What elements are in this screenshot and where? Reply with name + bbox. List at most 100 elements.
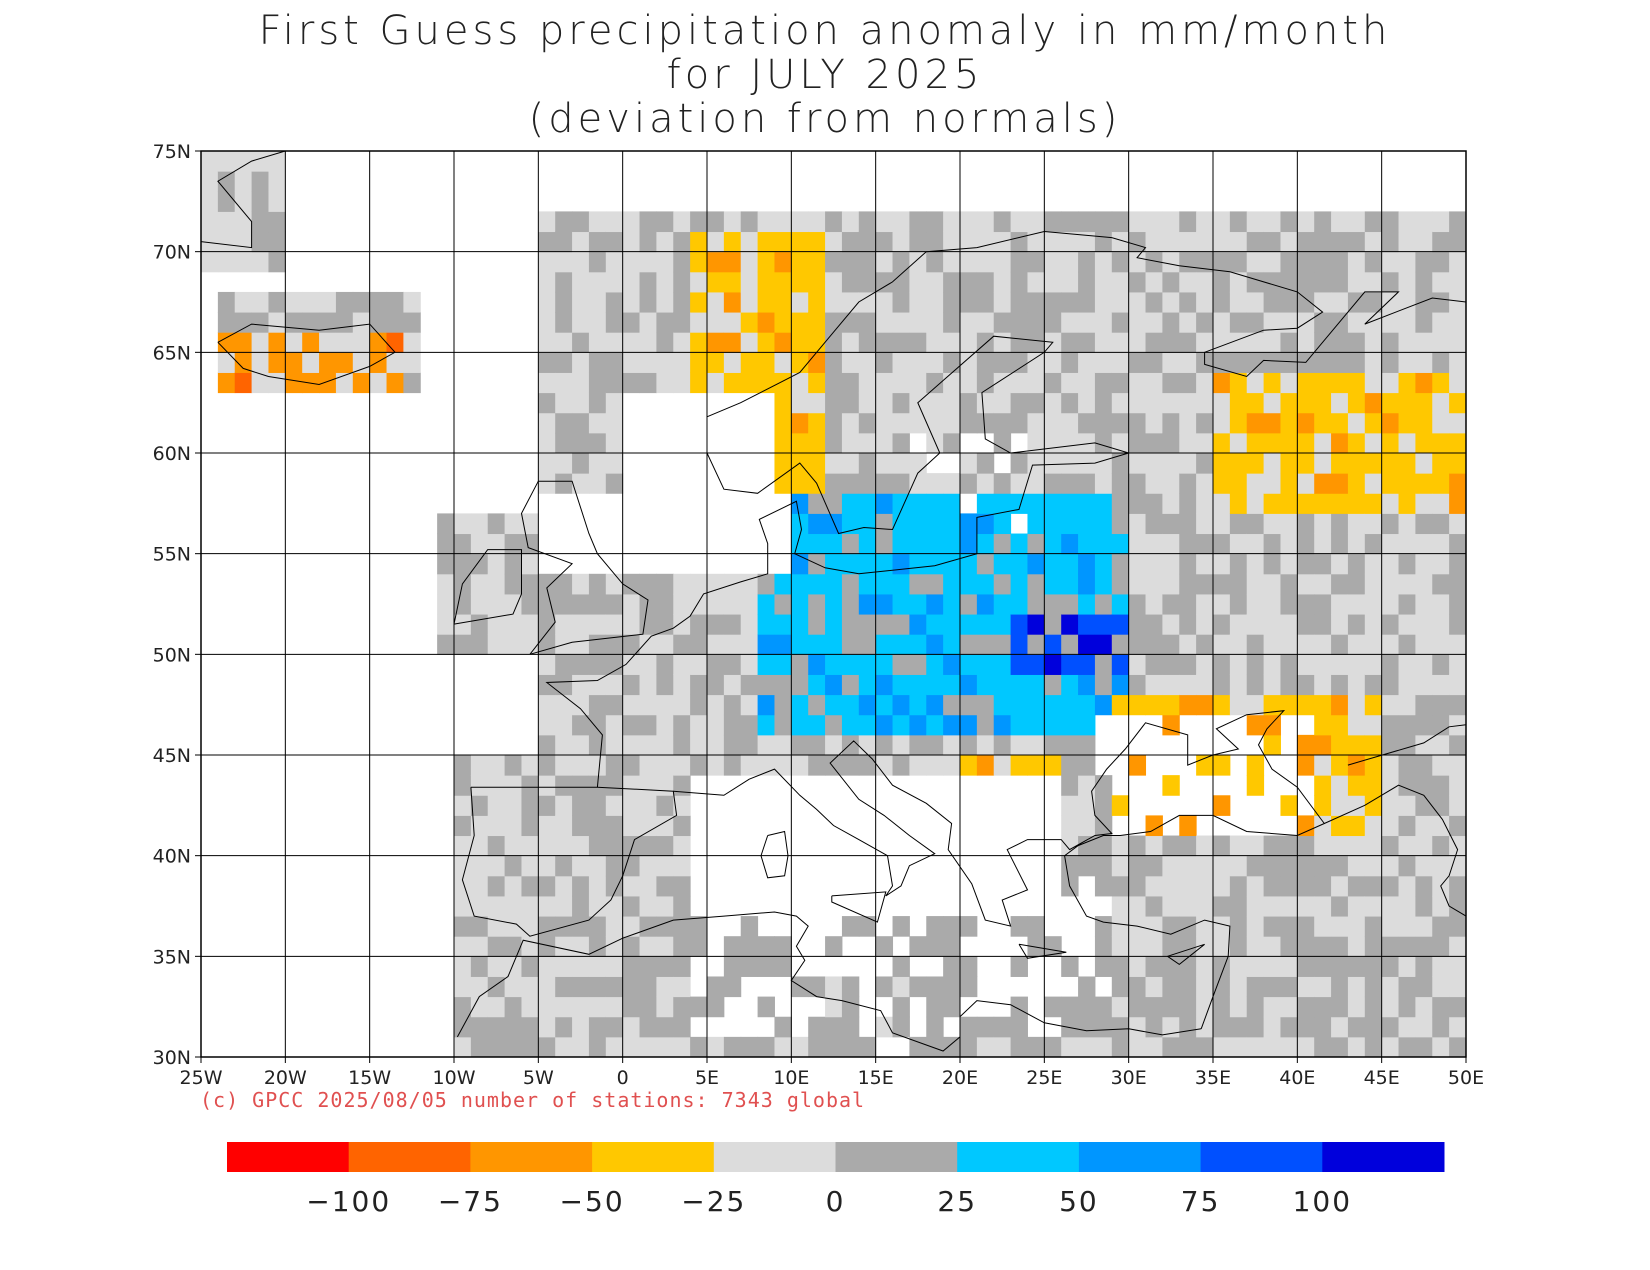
anomaly-cell [1044, 553, 1062, 575]
anomaly-cell [622, 291, 641, 313]
anomaly-cell [690, 654, 708, 675]
anomaly-cell [1128, 593, 1147, 615]
anomaly-cell [538, 714, 556, 736]
anomaly-cell [639, 875, 657, 897]
anomaly-cell [926, 372, 944, 394]
anomaly-cell [1111, 372, 1130, 394]
anomaly-cell [960, 332, 978, 353]
anomaly-cell [723, 976, 742, 998]
anomaly-cell [757, 674, 775, 696]
anomaly-cell [656, 593, 674, 615]
anomaly-cell [622, 835, 641, 857]
anomaly-cell [673, 593, 691, 615]
anomaly-cell [1432, 976, 1450, 998]
anomaly-cell [1263, 674, 1281, 696]
anomaly-cell [1415, 996, 1433, 1018]
anomaly-cell [1432, 573, 1450, 595]
anomaly-cell [403, 372, 421, 394]
anomaly-cell [740, 1036, 759, 1058]
anomaly-cell [723, 372, 742, 394]
anomaly-cell [673, 976, 691, 998]
anomaly-cell [791, 493, 809, 514]
anomaly-cell [454, 553, 472, 575]
anomaly-cell [1415, 593, 1433, 615]
lon-tick-label: 40E [1279, 1067, 1315, 1089]
anomaly-cell [1010, 231, 1028, 253]
anomaly-cell [1432, 795, 1450, 816]
anomaly-cell [1415, 936, 1433, 957]
anomaly-cell [1044, 312, 1062, 333]
anomaly-cell [1364, 352, 1383, 373]
anomaly-cell [993, 1016, 1012, 1038]
anomaly-cell [875, 493, 894, 514]
anomaly-cell [943, 755, 961, 776]
anomaly-cell [1246, 1016, 1265, 1038]
anomaly-cell [656, 895, 674, 917]
anomaly-cell [1364, 412, 1383, 434]
anomaly-cell [1128, 372, 1147, 394]
anomaly-cell [1331, 614, 1349, 635]
anomaly-cell [454, 1036, 472, 1058]
anomaly-cell [470, 795, 489, 816]
anomaly-cell [1398, 412, 1416, 434]
anomaly-cell [757, 593, 775, 615]
anomaly-cell [1213, 251, 1231, 273]
anomaly-cell [1331, 291, 1349, 313]
anomaly-cell [841, 614, 860, 635]
anomaly-cell [1432, 553, 1450, 575]
anomaly-cell [1229, 392, 1248, 414]
anomaly-cell [1449, 291, 1467, 313]
anomaly-cell [656, 231, 674, 253]
anomaly-cell [1213, 372, 1231, 394]
anomaly-cell [858, 271, 877, 293]
anomaly-cell [1213, 855, 1231, 877]
legend-label: 25 [937, 1185, 977, 1218]
anomaly-cell [201, 191, 219, 212]
anomaly-cell [1297, 291, 1315, 313]
anomaly-cell [1280, 573, 1298, 595]
anomaly-cell [1027, 553, 1045, 575]
anomaly-cell [976, 734, 995, 756]
anomaly-cell [1297, 815, 1315, 837]
anomaly-cell [656, 714, 674, 736]
anomaly-cell [1010, 1016, 1028, 1038]
anomaly-cell [841, 432, 860, 454]
coastline [831, 891, 887, 923]
anomaly-cell [1415, 493, 1433, 514]
anomaly-cell [1196, 332, 1214, 353]
anomaly-cell [1229, 412, 1248, 434]
anomaly-cell [1078, 513, 1096, 535]
anomaly-cell [1415, 815, 1433, 837]
anomaly-cell [1128, 1016, 1147, 1038]
coastline [461, 786, 678, 937]
anomaly-cell [1027, 573, 1045, 595]
anomaly-cell [909, 211, 927, 233]
anomaly-cell [892, 674, 910, 696]
anomaly-cell [740, 231, 759, 253]
anomaly-cell [723, 231, 742, 253]
anomaly-cell [791, 372, 809, 394]
anomaly-cell [825, 593, 843, 615]
anomaly-cell [1010, 573, 1028, 595]
anomaly-cell [1314, 875, 1332, 897]
anomaly-cell [1314, 694, 1332, 716]
anomaly-cell [588, 614, 607, 635]
anomaly-cell [1010, 473, 1028, 494]
anomaly-cell [1381, 996, 1400, 1018]
anomaly-cell [1449, 372, 1467, 394]
anomaly-cell [622, 956, 641, 977]
anomaly-cell [555, 815, 573, 837]
anomaly-cell [1263, 634, 1281, 655]
anomaly-cell [1061, 1016, 1079, 1038]
anomaly-cell [1415, 875, 1433, 897]
anomaly-cell [1078, 412, 1096, 434]
anomaly-cell [572, 1016, 590, 1038]
anomaly-cell [1061, 312, 1079, 333]
anomaly-cell [1196, 593, 1214, 615]
anomaly-cell [1347, 734, 1366, 756]
anomaly-cell [1213, 593, 1231, 615]
anomaly-cell [656, 916, 674, 937]
anomaly-cell [538, 916, 556, 937]
anomaly-cell [1078, 1016, 1096, 1038]
anomaly-cell [1044, 936, 1062, 957]
